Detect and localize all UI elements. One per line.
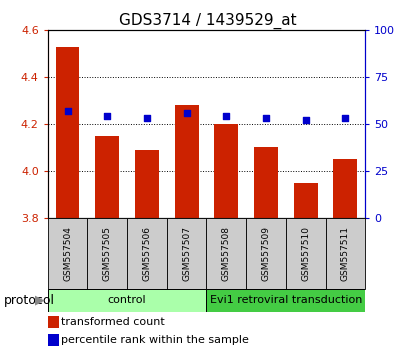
Point bbox=[223, 114, 229, 119]
Point bbox=[144, 115, 150, 121]
Point bbox=[342, 115, 349, 121]
Bar bbox=[215, 124, 238, 218]
Text: Evi1 retroviral transduction: Evi1 retroviral transduction bbox=[210, 295, 362, 305]
Text: ▶: ▶ bbox=[34, 293, 44, 307]
Point bbox=[263, 115, 269, 121]
Bar bbox=[48, 289, 207, 312]
Point bbox=[104, 114, 110, 119]
Text: GSM557511: GSM557511 bbox=[341, 225, 350, 281]
Text: control: control bbox=[108, 295, 146, 305]
Bar bbox=[56, 46, 80, 218]
Text: GSM557505: GSM557505 bbox=[103, 225, 112, 281]
Text: protocol: protocol bbox=[4, 293, 55, 307]
Text: GSM557509: GSM557509 bbox=[261, 225, 271, 281]
Text: GDS3714 / 1439529_at: GDS3714 / 1439529_at bbox=[119, 12, 296, 29]
Text: GSM557506: GSM557506 bbox=[142, 225, 151, 281]
Bar bbox=[95, 136, 119, 218]
Bar bbox=[333, 159, 357, 218]
Bar bbox=[48, 218, 88, 289]
Text: GSM557510: GSM557510 bbox=[301, 225, 310, 281]
Text: GSM557504: GSM557504 bbox=[63, 225, 72, 281]
Text: GSM557507: GSM557507 bbox=[182, 225, 191, 281]
Bar bbox=[88, 218, 127, 289]
Bar bbox=[246, 218, 286, 289]
Text: percentile rank within the sample: percentile rank within the sample bbox=[61, 335, 249, 346]
Bar bbox=[207, 218, 246, 289]
Bar bbox=[127, 218, 167, 289]
Bar bbox=[135, 150, 159, 218]
Bar bbox=[254, 147, 278, 218]
Bar bbox=[167, 218, 207, 289]
Bar bbox=[207, 289, 365, 312]
Point bbox=[303, 117, 309, 123]
Bar bbox=[175, 105, 198, 218]
Text: GSM557508: GSM557508 bbox=[222, 225, 231, 281]
Bar bbox=[294, 183, 317, 218]
Point bbox=[183, 110, 190, 115]
Bar bbox=[286, 218, 325, 289]
Bar bbox=[48, 316, 59, 328]
Bar bbox=[48, 335, 59, 346]
Point bbox=[64, 108, 71, 114]
Bar bbox=[325, 218, 365, 289]
Text: transformed count: transformed count bbox=[61, 317, 165, 327]
